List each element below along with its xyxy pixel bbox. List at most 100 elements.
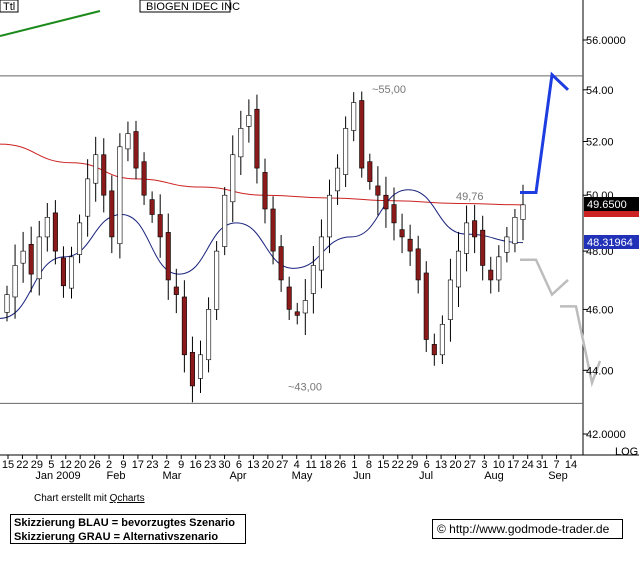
candle-body — [431, 344, 437, 356]
x-tick-label: 17 — [132, 459, 144, 471]
x-tick-label: 26 — [88, 459, 100, 471]
candle-body — [326, 194, 333, 238]
candle-body — [286, 286, 292, 310]
x-month-label: Feb — [107, 470, 126, 482]
x-tick-label: 13 — [247, 459, 259, 471]
y-tick-label: 48.00 — [586, 246, 614, 258]
candle-body — [383, 194, 389, 210]
y-tick-label: 42.0000 — [586, 429, 626, 441]
candle-body — [20, 250, 26, 264]
candle-body — [464, 222, 470, 254]
price-level-label: ~55,00 — [372, 84, 406, 96]
candle-body — [52, 212, 58, 252]
x-tick-label: 13 — [435, 459, 447, 471]
qcharts-link[interactable]: Qcharts — [109, 493, 145, 504]
x-month-label: May — [292, 470, 313, 482]
candle-body — [44, 217, 50, 238]
candle-body — [222, 194, 228, 247]
x-tick-label: 29 — [31, 459, 43, 471]
candle-body — [109, 190, 115, 238]
scenario-grey-line-2 — [560, 305, 602, 388]
candle-body — [399, 229, 405, 238]
candle-body — [294, 311, 300, 316]
x-tick-label: 20 — [262, 459, 274, 471]
x-month-label: Jan 2009 — [35, 470, 80, 482]
candle-body — [181, 296, 187, 356]
candle-body — [197, 354, 204, 379]
candle-body — [278, 246, 284, 281]
x-tick-label: 1 — [351, 459, 357, 471]
x-tick-label: 5 — [48, 459, 54, 471]
candle-body — [375, 185, 381, 196]
candle-body — [335, 167, 341, 192]
candle-body — [149, 199, 155, 215]
title-box — [139, 0, 231, 13]
candle-body — [60, 257, 66, 287]
candle-body — [318, 236, 324, 271]
x-tick-label: 8 — [366, 459, 372, 471]
candle-body — [310, 265, 316, 294]
chart-credit: Chart erstellt mit Qcharts — [34, 493, 145, 504]
x-tick-label: 12 — [60, 459, 72, 471]
x-tick-label: 20 — [449, 459, 461, 471]
x-tick-label: 6 — [236, 459, 242, 471]
x-month-label: Sep — [548, 470, 568, 482]
candle-body — [391, 204, 397, 224]
price-level-label: ~43,00 — [288, 381, 322, 393]
candle-body — [488, 269, 494, 281]
chart-header: Ttl BIOGEN IDEC INC — [0, 0, 240, 13]
candle-body — [439, 324, 445, 356]
x-tick-label: 23 — [146, 459, 158, 471]
ticker-box — [0, 0, 19, 13]
candle-body — [455, 250, 462, 288]
x-month-label: Mar — [163, 470, 182, 482]
legend-blue-line: Skizzierung BLAU = bevorzugtes Szenario — [14, 517, 235, 529]
x-tick-label: 2 — [164, 459, 170, 471]
x-tick-label: 9 — [178, 459, 184, 471]
candle-body — [173, 286, 179, 295]
candle-body — [423, 272, 429, 340]
x-tick-label: 27 — [464, 459, 476, 471]
x-tick-label: 15 — [2, 459, 14, 471]
x-tick-label: 20 — [74, 459, 86, 471]
scenario-grey-line — [520, 258, 569, 297]
candle-body — [262, 172, 268, 210]
annotation-label: 49,76 — [456, 191, 484, 203]
ticker-box-text: Ttl — [3, 1, 15, 13]
candle-body — [101, 154, 107, 196]
x-tick-label: 24 — [522, 459, 534, 471]
candle-body — [359, 100, 365, 169]
candle-body — [206, 309, 212, 361]
chart-title: BIOGEN IDEC INC — [146, 1, 240, 13]
current-price-tag — [584, 197, 639, 211]
x-tick-label: 31 — [536, 459, 548, 471]
x-month-label: Apr — [229, 470, 246, 482]
source-link[interactable]: © http://www.godmode-trader.de — [432, 519, 623, 539]
y-axis-scale-label: LOG — [615, 446, 638, 458]
x-month-label: Jul — [419, 470, 433, 482]
candle-body — [270, 208, 276, 252]
credit-prefix: Chart erstellt mit — [34, 493, 110, 504]
candle-body — [520, 204, 526, 220]
candle-body — [141, 161, 147, 196]
y-tick-label: 44.00 — [586, 365, 614, 377]
candle-body — [93, 154, 99, 184]
y-tick-label: 52.00 — [586, 136, 614, 148]
scenario-legend: Skizzierung BLAU = bevorzugtes Szenario … — [10, 514, 246, 544]
x-tick-label: 15 — [377, 459, 389, 471]
candle-body — [407, 238, 413, 252]
ma-short-tag — [584, 235, 639, 249]
ma-long-line — [0, 143, 524, 206]
candle-body — [230, 154, 236, 203]
x-tick-label: 7 — [554, 459, 560, 471]
x-tick-label: 18 — [319, 459, 331, 471]
candle-body — [367, 161, 373, 182]
candle-body — [133, 131, 139, 169]
candle-body — [504, 236, 510, 253]
candle-body — [496, 256, 502, 281]
candle-body — [77, 222, 83, 255]
candle-body — [254, 108, 260, 169]
current-price-label: 49.6500 — [587, 199, 627, 211]
legend-grey-line: Skizzierung GRAU = Alternativszenario — [14, 531, 219, 543]
y-tick-label: 56.0000 — [586, 35, 626, 47]
